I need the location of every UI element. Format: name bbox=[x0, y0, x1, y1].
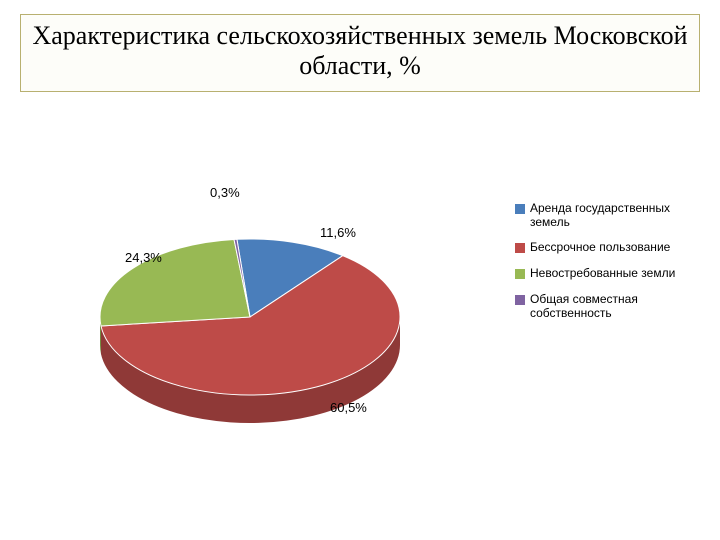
legend-swatch-bessr bbox=[515, 243, 525, 253]
data-label-nevost: 24,3% bbox=[125, 250, 162, 265]
data-label-arenda: 11,6% bbox=[320, 225, 356, 240]
legend-swatch-arenda bbox=[515, 204, 525, 214]
legend-item-nevost: Невостребованные земли bbox=[515, 267, 690, 281]
legend-item-obsh: Общая совместная собственность bbox=[515, 293, 690, 321]
legend: Аренда государственных земель Бессрочное … bbox=[515, 202, 690, 333]
legend-label-bessr: Бессрочное пользование bbox=[530, 241, 670, 255]
page-title: Характеристика сельскохозяйственных земе… bbox=[31, 21, 689, 81]
pie-slice-nevost bbox=[100, 239, 250, 325]
legend-label-obsh: Общая совместная собственность bbox=[530, 293, 690, 321]
title-box: Характеристика сельскохозяйственных земе… bbox=[20, 14, 700, 92]
legend-swatch-nevost bbox=[515, 269, 525, 279]
data-label-bessr: 60,5% bbox=[330, 400, 367, 415]
legend-item-bessr: Бессрочное пользование bbox=[515, 241, 690, 255]
data-label-obsh: 0,3% bbox=[210, 185, 240, 200]
slide: Характеристика сельскохозяйственных земе… bbox=[0, 0, 720, 540]
pie-chart: 11,6% 60,5% 24,3% 0,3% Аренда государственн… bbox=[20, 122, 700, 502]
legend-label-nevost: Невостребованные земли bbox=[530, 267, 675, 281]
legend-item-arenda: Аренда государственных земель bbox=[515, 202, 690, 230]
legend-label-arenda: Аренда государственных земель bbox=[530, 202, 690, 230]
legend-swatch-obsh bbox=[515, 295, 525, 305]
